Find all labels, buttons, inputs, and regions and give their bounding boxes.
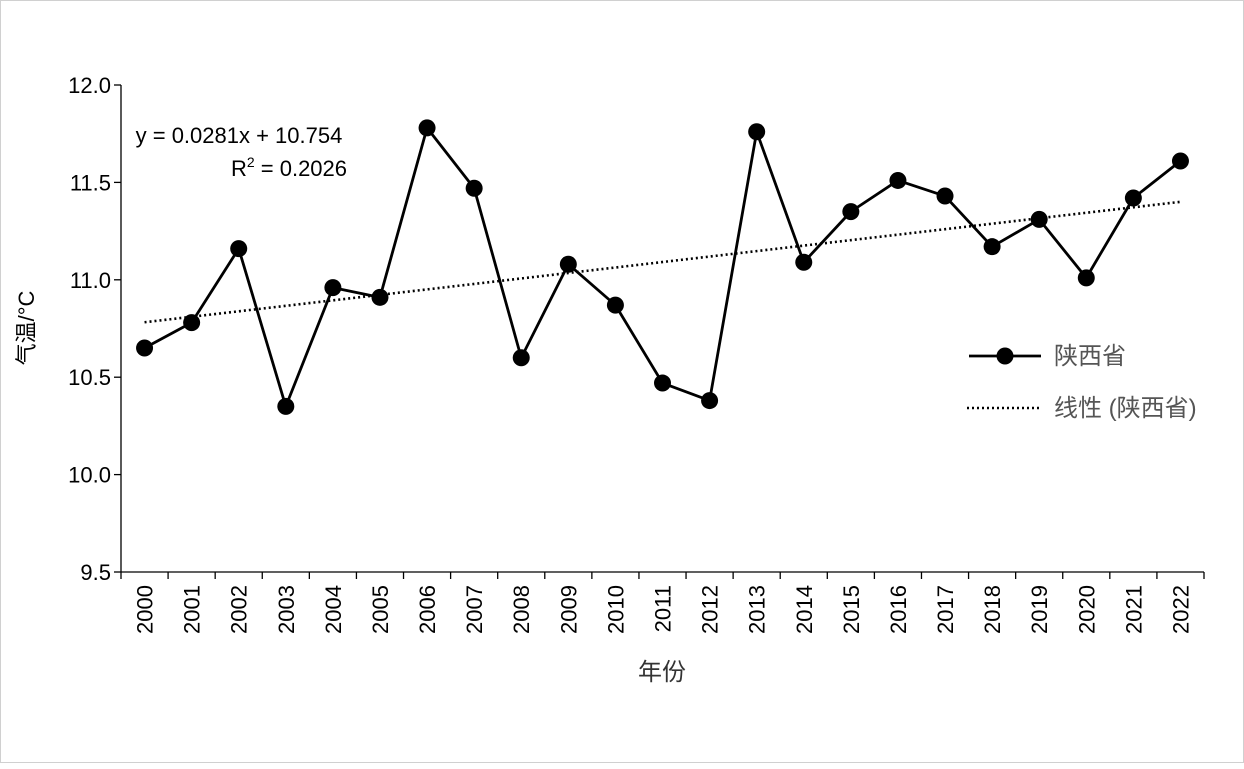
data-point <box>230 240 248 258</box>
data-point <box>512 349 530 367</box>
data-point <box>1030 210 1048 228</box>
x-tick-label: 2022 <box>1168 585 1193 634</box>
y-ticks: 9.5 10.0 10.5 11.0 11.5 12.0 <box>68 73 121 585</box>
y-tick-label: 11.5 <box>70 170 111 195</box>
x-tick-label: 2009 <box>556 585 581 634</box>
data-point <box>418 119 436 137</box>
y-tick-label: 11.0 <box>70 268 111 293</box>
x-tick-label: 2005 <box>368 585 393 634</box>
data-point <box>889 171 907 189</box>
trendline-group <box>144 200 1181 324</box>
x-tick-label: 2010 <box>603 585 628 634</box>
data-point <box>136 339 154 357</box>
x-tick-label: 2008 <box>509 585 534 634</box>
data-point <box>748 123 766 141</box>
x-tick-label: 2012 <box>698 585 723 634</box>
data-point <box>701 392 719 410</box>
data-point <box>371 288 389 306</box>
x-tick-label: 2001 <box>180 585 205 634</box>
trendline-equation: y = 0.0281x + 10.754 <box>136 123 343 148</box>
data-point <box>983 238 1001 256</box>
y-tick-label: 9.5 <box>80 560 111 585</box>
x-tick-label: 2015 <box>839 585 864 634</box>
trendline-r2: R2 = 0.2026 <box>231 154 347 181</box>
data-point <box>936 187 954 205</box>
x-tick-label: 2002 <box>227 585 252 634</box>
x-tick-label: 2021 <box>1121 585 1146 634</box>
data-point <box>559 255 577 273</box>
x-tick-label: 2011 <box>651 585 676 632</box>
data-point <box>1124 189 1142 207</box>
data-point <box>606 296 624 314</box>
data-point <box>1077 269 1095 287</box>
legend-series-marker <box>996 347 1014 365</box>
x-tick-label: 2019 <box>1027 585 1052 634</box>
x-tick-label: 2006 <box>415 585 440 634</box>
legend: 陕西省 线性 (陕西省) <box>967 343 1197 422</box>
x-tick-label: 2007 <box>462 585 487 634</box>
y-axis-label: 气温/°C <box>14 290 39 365</box>
data-point <box>277 397 295 415</box>
x-axis-label: 年份 <box>638 659 686 686</box>
data-point <box>842 203 860 221</box>
x-tick-label: 2020 <box>1074 585 1099 634</box>
x-ticks: 2000 2001 2002 2003 2004 2005 2006 2007 2008 2009… <box>120 572 1205 634</box>
data-point <box>324 279 342 297</box>
legend-series-label: 陕西省 <box>1054 343 1126 370</box>
x-tick-label: 2014 <box>792 585 817 634</box>
y-tick-label: 10.5 <box>68 365 111 390</box>
data-point <box>795 253 813 271</box>
y-tick-label: 12.0 <box>68 73 111 98</box>
x-tick-label: 2013 <box>745 585 770 634</box>
series-group <box>136 119 1189 415</box>
x-tick-label: 2000 <box>133 585 158 634</box>
x-tick-label: 2018 <box>980 585 1005 634</box>
data-point <box>183 314 201 332</box>
data-point <box>654 374 671 392</box>
trendline <box>144 200 1181 324</box>
legend-trendline-label: 线性 (陕西省) <box>1054 395 1197 422</box>
x-tick-label: 2003 <box>274 585 299 634</box>
x-tick-label: 2016 <box>886 585 911 634</box>
x-tick-label: 2017 <box>933 585 958 634</box>
y-tick-label: 10.0 <box>68 463 111 488</box>
x-tick-label: 2004 <box>321 585 346 634</box>
axes <box>120 85 1204 573</box>
data-point <box>465 179 483 197</box>
data-point <box>1171 152 1189 170</box>
